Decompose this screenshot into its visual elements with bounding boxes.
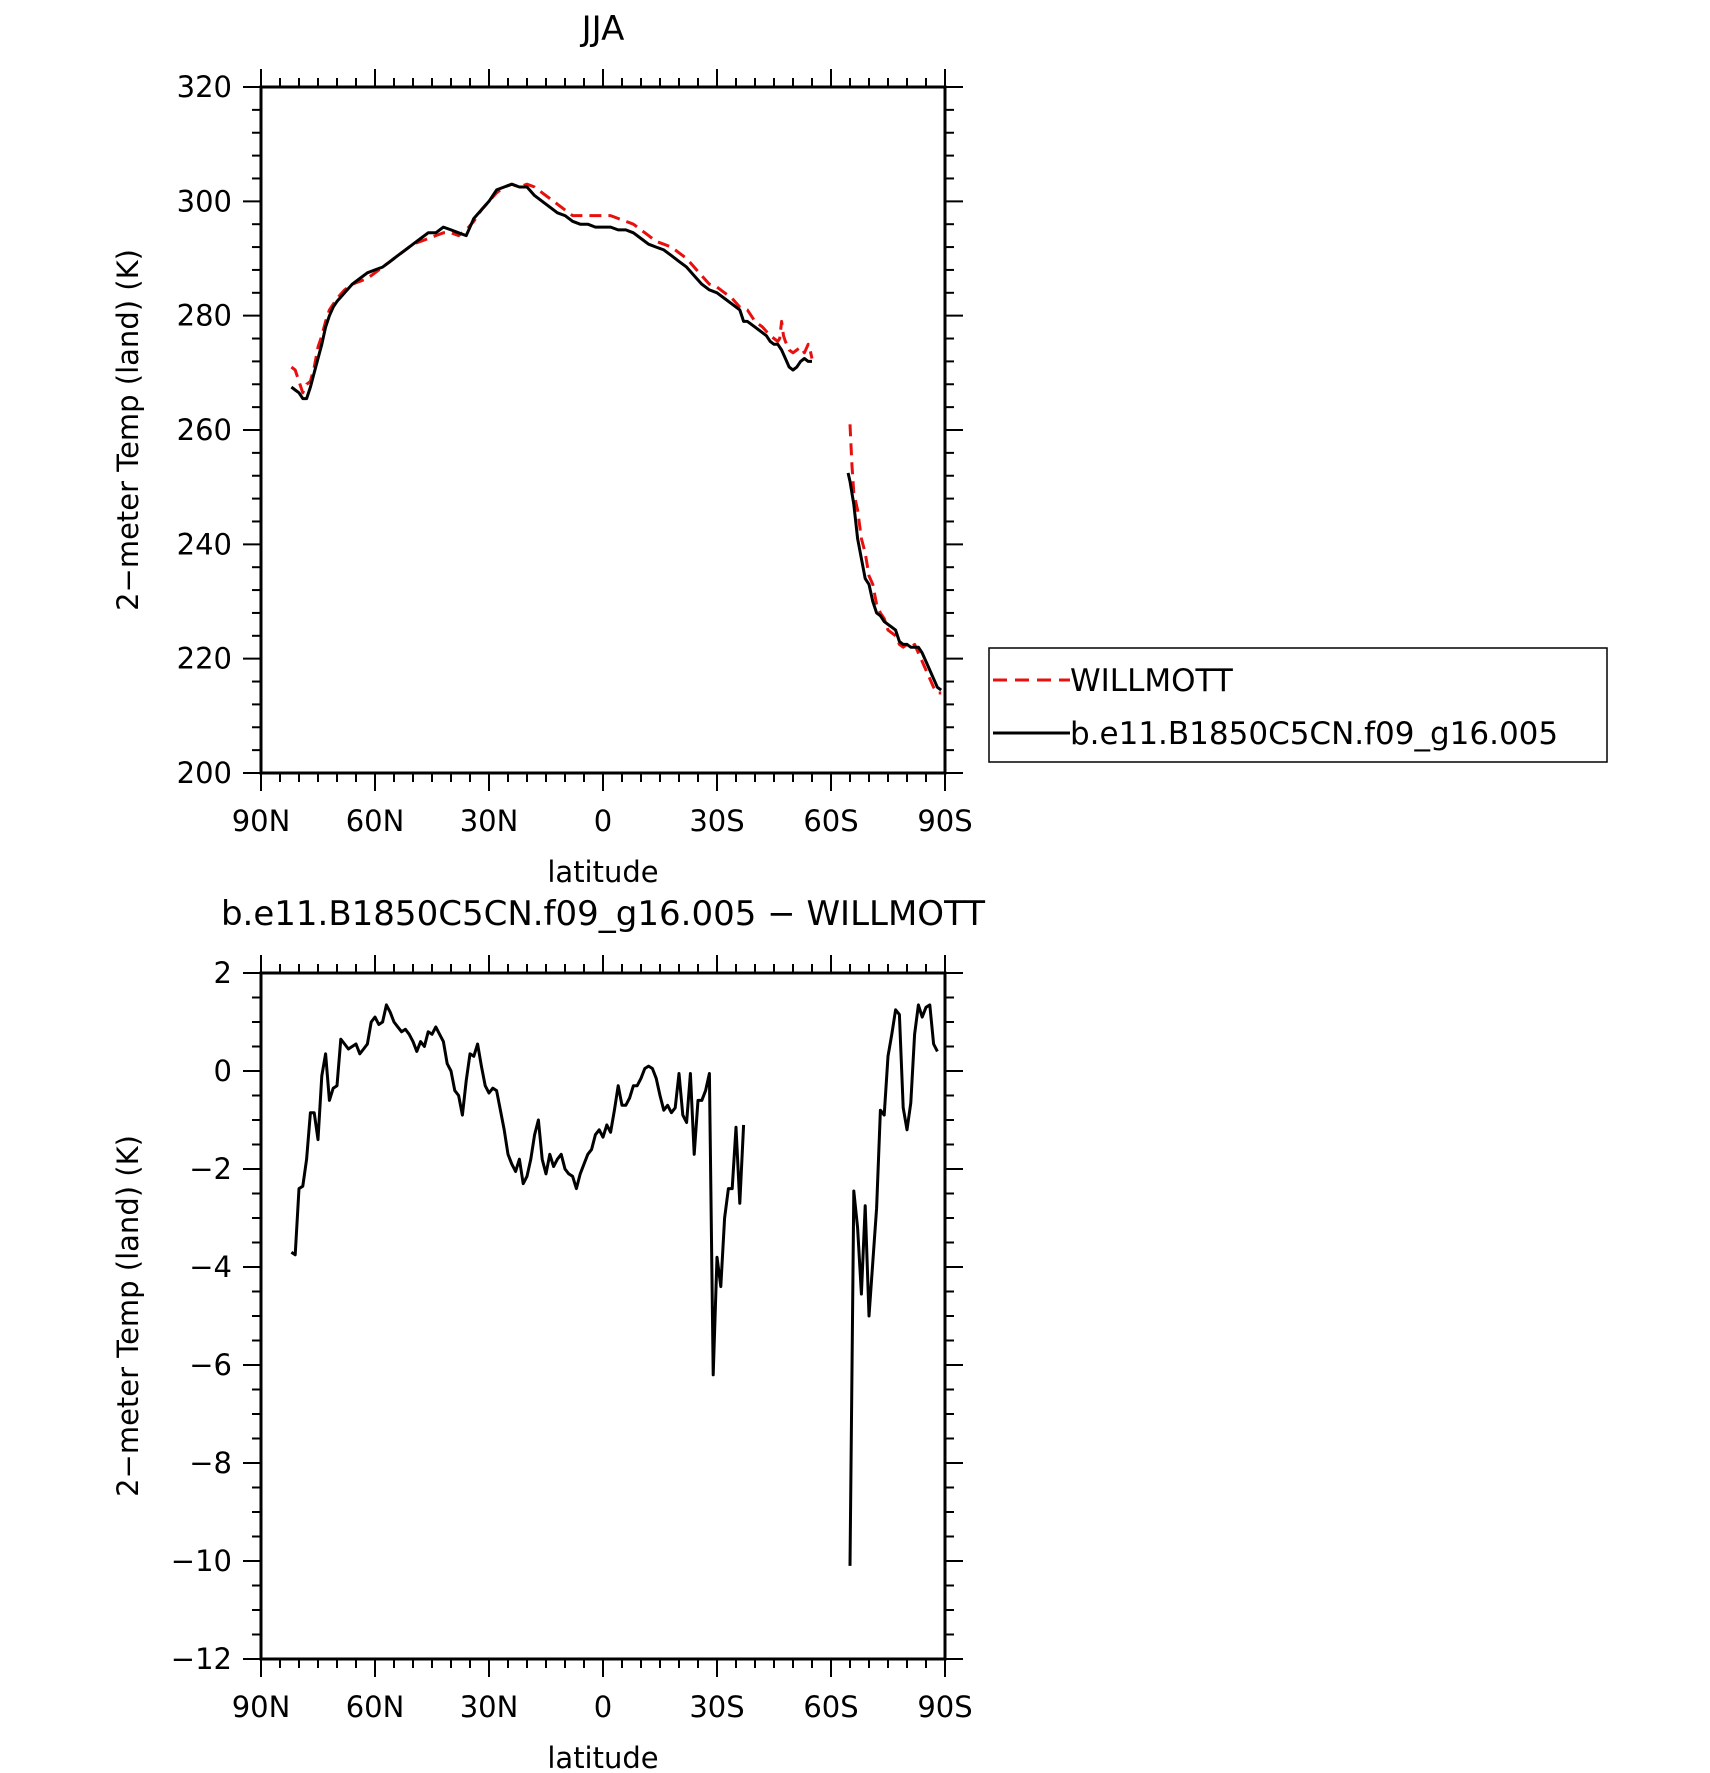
legend-label-willmott: WILLMOTT	[1070, 663, 1234, 699]
top-panel: JJA 90N 60N 30N 0 30S 60S 90S 200 220 240 260 280 30…	[111, 9, 973, 889]
bottom-y-tick-label: −8	[189, 1446, 232, 1480]
top-series-model-line	[290, 182, 812, 401]
bottom-y-tick-label: −6	[189, 1348, 232, 1382]
legend: WILLMOTT b.e11.B1850C5CN.f09_g16.005	[988, 647, 1608, 763]
bottom-series-model-line	[290, 1003, 746, 1377]
top-y-tick-label: 220	[177, 642, 232, 676]
top-series-willmott-line	[290, 182, 814, 395]
top-x-tick-label: 90N	[232, 804, 291, 838]
top-y-tick-label: 280	[177, 299, 232, 333]
bottom-x-axis-label: latitude	[547, 1741, 658, 1773]
legend-label-model: b.e11.B1850C5CN.f09_g16.005	[1070, 716, 1558, 752]
top-x-tick-label: 60S	[803, 804, 858, 838]
top-x-axis-label: latitude	[547, 855, 658, 889]
bottom-x-tick-label: 60N	[346, 1690, 405, 1724]
top-y-tick-label: 200	[177, 756, 232, 790]
bottom-y-tick-label: −2	[189, 1152, 232, 1186]
bottom-panel: b.e11.B1850C5CN.f09_g16.005 − WILLMOTT 9…	[111, 894, 985, 1773]
legend-box	[988, 647, 1608, 763]
bottom-x-tick-label: 30N	[460, 1690, 519, 1724]
bottom-series-model-line	[848, 1003, 939, 1566]
top-chart-title: JJA	[580, 9, 625, 49]
bottom-y-tick-label: 0	[214, 1054, 232, 1088]
top-x-tick-label: 90S	[917, 804, 972, 838]
top-series-willmott-line	[848, 424, 942, 695]
top-plot-frame	[259, 85, 947, 775]
bottom-x-tick-label: 90S	[917, 1690, 972, 1724]
top-y-axis-label: 2−meter Temp (land) (K)	[111, 249, 145, 611]
top-x-tick-label: 60N	[346, 804, 405, 838]
bottom-y-tick-label: −12	[171, 1642, 232, 1676]
top-x-tick-label: 0	[594, 804, 612, 838]
top-y-tick-label: 300	[177, 184, 232, 218]
bottom-plot-frame	[259, 971, 947, 1661]
top-y-tick-label: 240	[177, 527, 232, 561]
top-series-model-line	[846, 472, 943, 692]
bottom-x-tick-label: 30S	[689, 1690, 744, 1724]
bottom-x-tick-label: 90N	[232, 1690, 291, 1724]
top-x-tick-label: 30N	[460, 804, 519, 838]
bottom-y-tick-label: −4	[189, 1250, 232, 1284]
bottom-y-axis-label: 2−meter Temp (land) (K)	[111, 1135, 145, 1497]
bottom-x-tick-label: 60S	[803, 1690, 858, 1724]
bottom-chart-title: b.e11.B1850C5CN.f09_g16.005 − WILLMOTT	[221, 894, 985, 934]
bottom-x-tick-label: 0	[594, 1690, 612, 1724]
top-y-tick-label: 320	[177, 70, 232, 104]
bottom-y-tick-label: 2	[214, 956, 232, 990]
bottom-y-tick-label: −10	[171, 1544, 232, 1578]
top-x-tick-label: 30S	[689, 804, 744, 838]
top-y-tick-label: 260	[177, 413, 232, 447]
